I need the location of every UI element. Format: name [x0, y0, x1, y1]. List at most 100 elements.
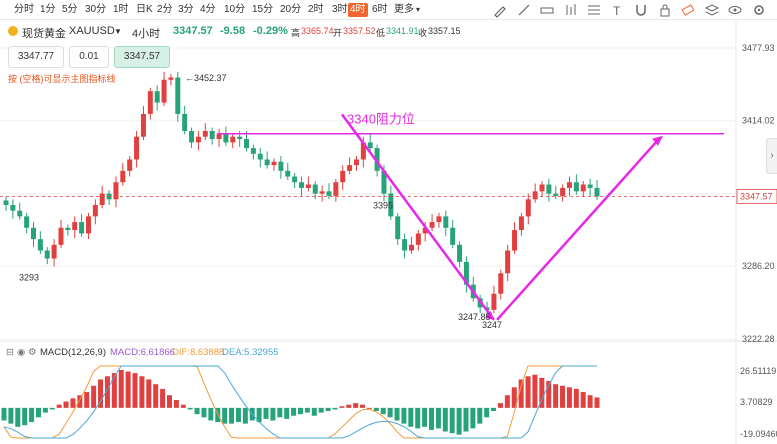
- eye-icon[interactable]: [727, 2, 743, 18]
- up-arrow-head: [652, 135, 663, 146]
- macd-bar: [208, 407, 214, 421]
- chevron-down-icon[interactable]: ▼: [114, 27, 122, 36]
- candle-body: [65, 227, 71, 231]
- text-tool-icon[interactable]: T: [610, 2, 626, 18]
- candle-body: [587, 184, 593, 188]
- macd-bar: [42, 407, 48, 413]
- tab-timeframe-16[interactable]: 更多: [394, 4, 414, 15]
- macd-bar: [511, 387, 517, 408]
- up-trend-arrow[interactable]: [496, 136, 661, 321]
- macd-bar: [587, 395, 593, 408]
- macd-bar: [504, 395, 510, 408]
- candle-body: [567, 182, 573, 188]
- candle-body: [388, 193, 394, 217]
- tab-timeframe-5[interactable]: 日K: [136, 4, 153, 15]
- tab-timeframe-15[interactable]: 6时: [372, 4, 388, 15]
- lot-input[interactable]: 0.01: [69, 46, 109, 68]
- candle-body: [333, 182, 339, 196]
- macd-bar: [125, 371, 131, 408]
- candle-body: [532, 191, 538, 200]
- chevron-down-icon[interactable]: ▾: [416, 5, 421, 14]
- macd-tick-0: 26.51119: [740, 366, 776, 376]
- resistance-label: 3340阻力位: [347, 112, 415, 127]
- tab-timeframe-6[interactable]: 2分: [157, 4, 173, 15]
- indicator-hint: 按 (空格)可显示主图指标线: [8, 74, 116, 84]
- tab-timeframe-10[interactable]: 15分: [252, 4, 274, 15]
- tab-timeframe-2[interactable]: 5分: [62, 4, 78, 15]
- macd-tick-2: -19.09460: [740, 429, 777, 439]
- settings-icon[interactable]: [751, 2, 767, 18]
- price-change: -9.58: [220, 25, 246, 37]
- macd-bar: [56, 404, 62, 408]
- interval-label[interactable]: 4小时: [132, 28, 161, 40]
- candle-body: [463, 261, 469, 285]
- tab-timeframe-12[interactable]: 2时: [308, 4, 324, 15]
- macd-bar: [560, 385, 566, 408]
- tab-timeframe-11[interactable]: 20分: [280, 4, 302, 15]
- candle-body: [209, 131, 215, 139]
- tab-timeframe-9[interactable]: 10分: [224, 4, 246, 15]
- low-price-label: 3247.85: [458, 312, 491, 322]
- collapse-icon[interactable]: ⊟: [6, 347, 14, 358]
- candle-body: [175, 77, 181, 114]
- candle-body: [305, 184, 311, 188]
- macd-bar: [546, 381, 552, 408]
- chevron-right-icon[interactable]: ›: [766, 138, 777, 174]
- tab-timeframe-8[interactable]: 4分: [200, 4, 216, 15]
- tab-timeframe-4[interactable]: 1时: [113, 4, 129, 15]
- magnet-icon[interactable]: [633, 2, 649, 18]
- eye-icon[interactable]: ◉: [17, 347, 26, 358]
- macd-bar: [160, 388, 166, 408]
- down-trend-arrow[interactable]: [340, 113, 496, 321]
- candle-body: [443, 216, 449, 228]
- tab-timeframe-0[interactable]: 分时: [14, 4, 34, 15]
- tab-timeframe-7[interactable]: 3分: [178, 4, 194, 15]
- tab-timeframe-1[interactable]: 1分: [40, 4, 56, 15]
- macd-bar: [539, 377, 545, 408]
- macd-bar: [29, 407, 35, 423]
- buy-price-button[interactable]: 3347.57: [114, 46, 170, 68]
- macd-bar: [318, 407, 324, 413]
- low-left-price-label: 3293: [19, 273, 39, 283]
- tab-timeframe-3[interactable]: 30分: [85, 4, 107, 15]
- tab-timeframe-14[interactable]: 4时: [348, 3, 368, 17]
- macd-bar: [229, 407, 235, 424]
- symbol-name[interactable]: 现货黄金: [22, 28, 66, 40]
- layers-icon[interactable]: [704, 2, 720, 18]
- candle-body: [299, 182, 304, 188]
- lock-icon[interactable]: [657, 2, 673, 18]
- candle-body: [257, 153, 263, 160]
- symbol-code[interactable]: XAUUSD: [69, 25, 115, 37]
- candle-body: [244, 138, 250, 149]
- bars-icon[interactable]: [563, 2, 579, 18]
- current-price-tick: 3347.57: [740, 191, 773, 201]
- line-tool-icon[interactable]: [516, 2, 532, 18]
- sell-price-button[interactable]: 3347.77: [8, 46, 64, 68]
- candle-body: [319, 191, 325, 194]
- price-tick-0: 3477.93: [742, 43, 775, 53]
- candle-body: [573, 182, 579, 192]
- fibonacci-icon[interactable]: [586, 2, 602, 18]
- tab-timeframe-13[interactable]: 3时: [332, 4, 348, 15]
- macd-bar: [360, 404, 366, 408]
- macd-bar: [449, 407, 455, 434]
- macd-bar: [132, 373, 138, 408]
- candle-body: [271, 161, 277, 166]
- macd-bar: [104, 376, 110, 408]
- macd-bar: [477, 407, 483, 424]
- pen-icon[interactable]: [492, 2, 508, 18]
- candle-body: [278, 161, 284, 171]
- dif-value: DIF:8.63888: [172, 347, 225, 358]
- low-bottom-price-label: 3247: [482, 320, 502, 330]
- macd-bar: [497, 403, 503, 408]
- settings-icon[interactable]: ⚙: [28, 347, 37, 358]
- svg-text:T: T: [613, 4, 621, 18]
- eraser-icon[interactable]: [680, 2, 696, 18]
- macd-bar: [146, 379, 152, 408]
- macd-bar: [111, 373, 117, 408]
- dea-line: [3, 365, 597, 439]
- macd-bar: [242, 407, 248, 424]
- ruler-icon[interactable]: [539, 2, 555, 18]
- macd-bar: [401, 407, 407, 424]
